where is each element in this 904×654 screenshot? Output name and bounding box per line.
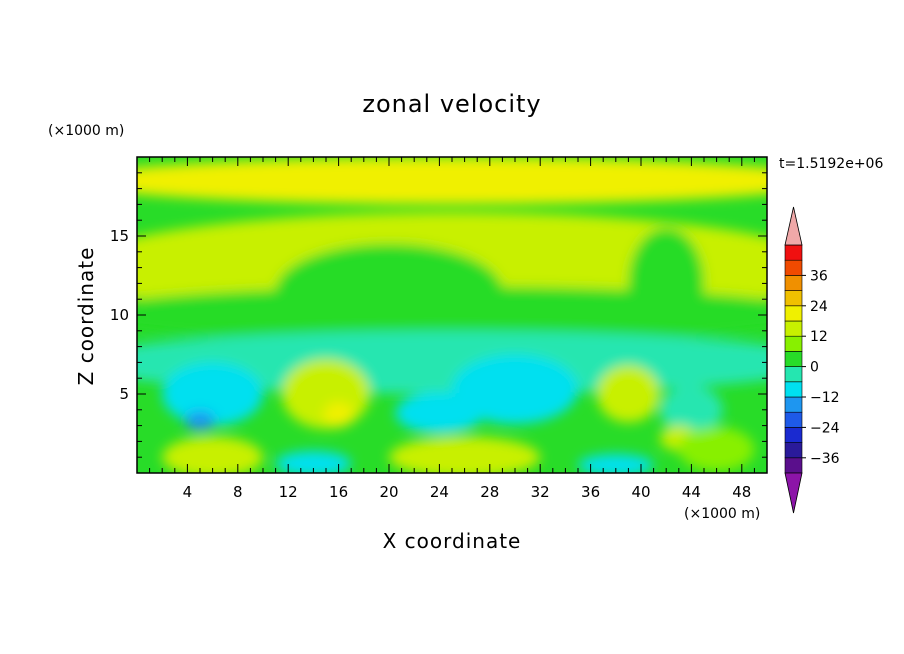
x-tick-label: 20 xyxy=(379,483,398,501)
field-region xyxy=(162,362,263,426)
field-region xyxy=(389,161,515,178)
x-tick-label: 48 xyxy=(732,483,751,501)
colorbar-tick-label: 24 xyxy=(810,299,828,315)
colorbar-cell xyxy=(784,442,803,459)
field-region xyxy=(659,386,723,434)
y-tick-label: 15 xyxy=(110,227,129,245)
field-region xyxy=(389,436,541,473)
x-tick-label: 40 xyxy=(631,483,650,501)
colorbar-cell xyxy=(784,366,803,383)
time-label: t=1.5192e+06 xyxy=(779,156,883,172)
colorbar-cell xyxy=(784,275,803,291)
field-region xyxy=(162,436,263,473)
field-region xyxy=(578,454,654,473)
colorbar-over-triangle xyxy=(784,206,803,246)
plot-area xyxy=(137,157,767,473)
field-region xyxy=(184,411,216,431)
colorbar-cell xyxy=(784,381,803,398)
colorbar-cell xyxy=(784,290,803,307)
x-tick-label: 32 xyxy=(531,483,550,501)
colorbar-cell xyxy=(784,351,803,367)
colorbar-cell xyxy=(784,335,803,352)
colorbar: 36 24 12 0 −12 −24 −36 xyxy=(784,206,840,514)
colorbar-under-triangle xyxy=(784,472,803,514)
field-region xyxy=(225,163,402,183)
colorbar-cell xyxy=(784,411,803,428)
x-axis-label: X coordinate xyxy=(383,529,522,553)
colorbar-cell xyxy=(784,427,803,443)
x-tick-label: 44 xyxy=(682,483,701,501)
colorbar-cell xyxy=(784,259,803,276)
colorbar-tick-label: 0 xyxy=(810,360,819,376)
field-region xyxy=(452,354,578,425)
colorbar-cell xyxy=(784,396,803,413)
field-region xyxy=(275,450,352,473)
colorbar-cell xyxy=(784,457,803,474)
colorbar-cell xyxy=(784,244,803,261)
y-tick-label: 10 xyxy=(110,306,129,324)
field-region xyxy=(678,427,755,472)
chart-title: zonal velocity xyxy=(362,90,541,118)
x-tick-label: 4 xyxy=(183,483,193,501)
colorbar-tick-label: −12 xyxy=(810,390,840,406)
y-axis-label: Z coordinate xyxy=(74,247,98,386)
field-region xyxy=(187,185,238,199)
x-tick-label: 8 xyxy=(233,483,243,501)
field-region xyxy=(323,401,354,428)
x-unit-label: (×1000 m) xyxy=(684,506,760,522)
colorbar-cell xyxy=(784,305,803,322)
field-region xyxy=(578,161,704,191)
x-tick-label: 12 xyxy=(279,483,298,501)
field-region xyxy=(137,286,767,344)
colorbar-tick-label: −24 xyxy=(810,420,840,436)
colorbar-cell xyxy=(784,320,803,337)
y-unit-label: (×1000 m) xyxy=(48,123,124,139)
x-tick-label: 16 xyxy=(329,483,348,501)
x-tick-label: 24 xyxy=(430,483,449,501)
colorbar-tick-label: 36 xyxy=(810,268,828,284)
y-tick-label: 5 xyxy=(119,385,129,403)
field-region xyxy=(596,365,660,423)
colorbar-tick-label: 12 xyxy=(810,329,828,345)
x-tick-label: 36 xyxy=(581,483,600,501)
x-tick-label: 28 xyxy=(480,483,499,501)
colorbar-tick-label: −36 xyxy=(810,451,840,467)
